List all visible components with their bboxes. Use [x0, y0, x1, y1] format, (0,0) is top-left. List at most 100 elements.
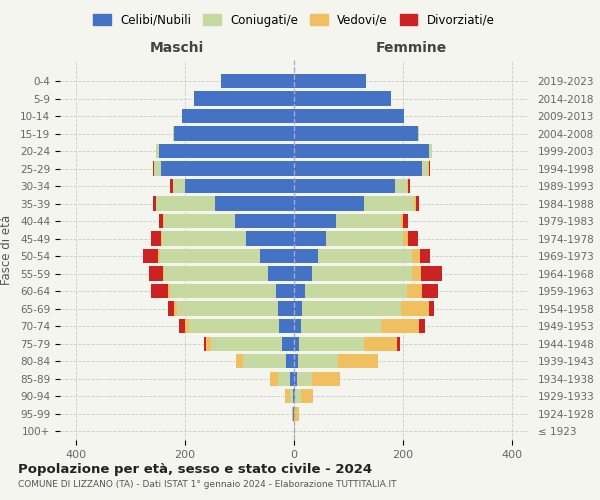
Bar: [294, 74, 366, 88]
Bar: [407, 179, 408, 194]
Bar: [298, 354, 338, 368]
Bar: [168, 302, 174, 316]
Bar: [301, 319, 381, 334]
Bar: [270, 372, 278, 386]
Bar: [397, 336, 400, 351]
Bar: [157, 196, 215, 211]
Bar: [421, 266, 442, 281]
Bar: [152, 162, 154, 176]
Bar: [294, 406, 295, 421]
Bar: [173, 179, 185, 194]
Bar: [364, 196, 414, 211]
Bar: [299, 336, 364, 351]
Bar: [301, 389, 313, 404]
Bar: [157, 144, 159, 158]
Bar: [278, 372, 290, 386]
Bar: [294, 424, 295, 438]
Bar: [294, 389, 295, 404]
Bar: [290, 389, 293, 404]
Bar: [292, 406, 293, 421]
Bar: [290, 372, 294, 386]
Text: Femmine: Femmine: [376, 40, 446, 54]
Bar: [293, 389, 294, 404]
Bar: [177, 302, 278, 316]
Bar: [294, 266, 312, 281]
Bar: [412, 266, 421, 281]
Bar: [221, 74, 294, 88]
Bar: [163, 266, 164, 281]
Legend: Celibi/Nubili, Coniugati/e, Vedovi/e, Divorziati/e: Celibi/Nubili, Coniugati/e, Vedovi/e, Di…: [89, 9, 499, 32]
Bar: [285, 389, 290, 404]
Bar: [164, 266, 268, 281]
Bar: [206, 336, 211, 351]
Bar: [408, 232, 418, 246]
Bar: [395, 179, 407, 194]
Bar: [294, 249, 318, 264]
Bar: [260, 249, 294, 264]
Bar: [294, 179, 395, 194]
Bar: [294, 336, 299, 351]
Bar: [429, 144, 431, 158]
Bar: [246, 232, 294, 246]
Bar: [163, 214, 164, 228]
Bar: [168, 284, 170, 298]
Bar: [429, 162, 430, 176]
Bar: [294, 372, 297, 386]
Bar: [154, 162, 161, 176]
Bar: [158, 249, 160, 264]
Y-axis label: Fasce di età: Fasce di età: [0, 215, 13, 285]
Bar: [302, 302, 401, 316]
Bar: [170, 179, 173, 194]
Bar: [414, 196, 416, 211]
Bar: [294, 109, 404, 123]
Bar: [318, 249, 412, 264]
Bar: [305, 284, 407, 298]
Bar: [151, 284, 168, 298]
Bar: [337, 214, 401, 228]
Bar: [244, 354, 286, 368]
Bar: [159, 144, 294, 158]
Bar: [153, 196, 156, 211]
Bar: [422, 284, 437, 298]
Bar: [420, 249, 430, 264]
Bar: [294, 92, 391, 106]
Bar: [312, 266, 412, 281]
Bar: [294, 162, 422, 176]
Bar: [294, 196, 364, 211]
Bar: [235, 214, 294, 228]
Bar: [149, 266, 163, 281]
Bar: [294, 232, 326, 246]
Bar: [412, 249, 420, 264]
Y-axis label: Anni di nascita: Anni di nascita: [598, 206, 600, 294]
Bar: [294, 284, 305, 298]
Bar: [211, 336, 282, 351]
Bar: [159, 214, 163, 228]
Bar: [164, 214, 235, 228]
Bar: [204, 336, 206, 351]
Bar: [326, 232, 403, 246]
Bar: [294, 302, 302, 316]
Bar: [338, 354, 379, 368]
Bar: [294, 214, 337, 228]
Bar: [174, 126, 294, 140]
Bar: [295, 406, 299, 421]
Bar: [294, 319, 301, 334]
Bar: [418, 126, 419, 140]
Bar: [268, 266, 294, 281]
Bar: [160, 249, 260, 264]
Bar: [143, 249, 158, 264]
Bar: [151, 232, 161, 246]
Bar: [161, 162, 294, 176]
Text: Maschi: Maschi: [150, 40, 204, 54]
Bar: [189, 319, 279, 334]
Bar: [173, 126, 174, 140]
Bar: [381, 319, 419, 334]
Bar: [185, 319, 189, 334]
Bar: [278, 302, 294, 316]
Bar: [194, 92, 294, 106]
Text: Popolazione per età, sesso e stato civile - 2024: Popolazione per età, sesso e stato civil…: [18, 462, 372, 475]
Bar: [408, 179, 410, 194]
Bar: [403, 214, 408, 228]
Bar: [236, 354, 244, 368]
Bar: [401, 214, 403, 228]
